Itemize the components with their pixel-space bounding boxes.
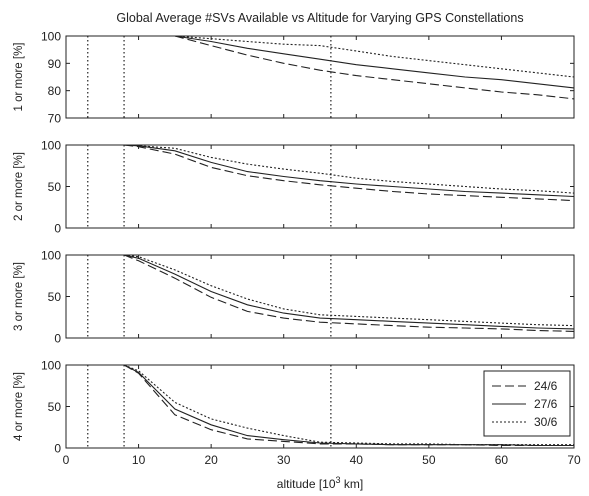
panel-2: 0 50 100 2 or more [%] xyxy=(13,139,575,236)
legend-label: 24/6 xyxy=(534,379,558,393)
y-tick-label: 0 xyxy=(54,442,61,456)
y-tick-label: 50 xyxy=(48,180,62,194)
x-tick-label: 40 xyxy=(350,453,364,467)
y-axis-label: 3 or more [%] xyxy=(13,262,25,331)
legend: 24/6 27/6 30/6 xyxy=(483,370,571,437)
y-tick-label: 0 xyxy=(54,332,61,346)
y-tick-label: 50 xyxy=(48,290,62,304)
panel-3: 0 50 100 3 or more [%] xyxy=(13,249,575,346)
series-line-24-6 xyxy=(124,144,575,202)
x-axis-label-main: altitude [10 xyxy=(277,477,336,491)
chart-title: Global Average #SVs Available vs Altitud… xyxy=(116,11,523,25)
series-line-24-6 xyxy=(174,35,575,100)
legend-label: 30/6 xyxy=(534,415,558,429)
y-tick-label: 100 xyxy=(41,30,61,44)
y-axis-label: 2 or more [%] xyxy=(13,152,25,221)
x-axis-label-unit: km] xyxy=(341,477,364,491)
y-tick-label: 90 xyxy=(48,57,62,71)
x-axis-label: altitude [103 km] xyxy=(277,475,363,491)
x-tick-label: 50 xyxy=(422,453,436,467)
panel-frame xyxy=(65,35,575,119)
series-line-27-6 xyxy=(174,35,575,89)
panel-frame xyxy=(65,254,575,339)
x-axis-label-superscript: 3 xyxy=(336,475,341,485)
y-tick-label: 70 xyxy=(48,112,62,126)
series-line-30-6 xyxy=(124,144,575,194)
panel-frame xyxy=(65,144,575,229)
x-tick-label: 60 xyxy=(495,453,509,467)
y-tick-label: 100 xyxy=(41,359,61,373)
x-tick-label: 0 xyxy=(63,453,70,467)
panel-1: 70 80 90 100 1 or more [%] xyxy=(13,30,575,126)
y-tick-label: 50 xyxy=(48,400,62,414)
y-tick-label: 80 xyxy=(48,84,62,98)
y-tick-label: 100 xyxy=(41,139,61,153)
y-axis-label: 1 or more [%] xyxy=(13,42,25,111)
y-tick-label: 0 xyxy=(54,222,61,236)
y-axis-label: 4 or more [%] xyxy=(13,372,25,441)
series-line-27-6 xyxy=(123,254,575,330)
series-line-30-6 xyxy=(174,35,575,78)
x-tick-label: 20 xyxy=(204,453,218,467)
y-tick-label: 100 xyxy=(41,249,61,263)
legend-label: 27/6 xyxy=(534,397,558,411)
series-line-24-6 xyxy=(123,254,575,332)
series-line-27-6 xyxy=(123,364,574,447)
series-line-30-6 xyxy=(123,364,574,446)
series-line-27-6 xyxy=(124,144,575,198)
x-tick-label: 70 xyxy=(567,453,581,467)
x-tick-label: 10 xyxy=(132,453,146,467)
x-tick-label: 30 xyxy=(277,453,291,467)
series-line-30-6 xyxy=(124,254,575,327)
